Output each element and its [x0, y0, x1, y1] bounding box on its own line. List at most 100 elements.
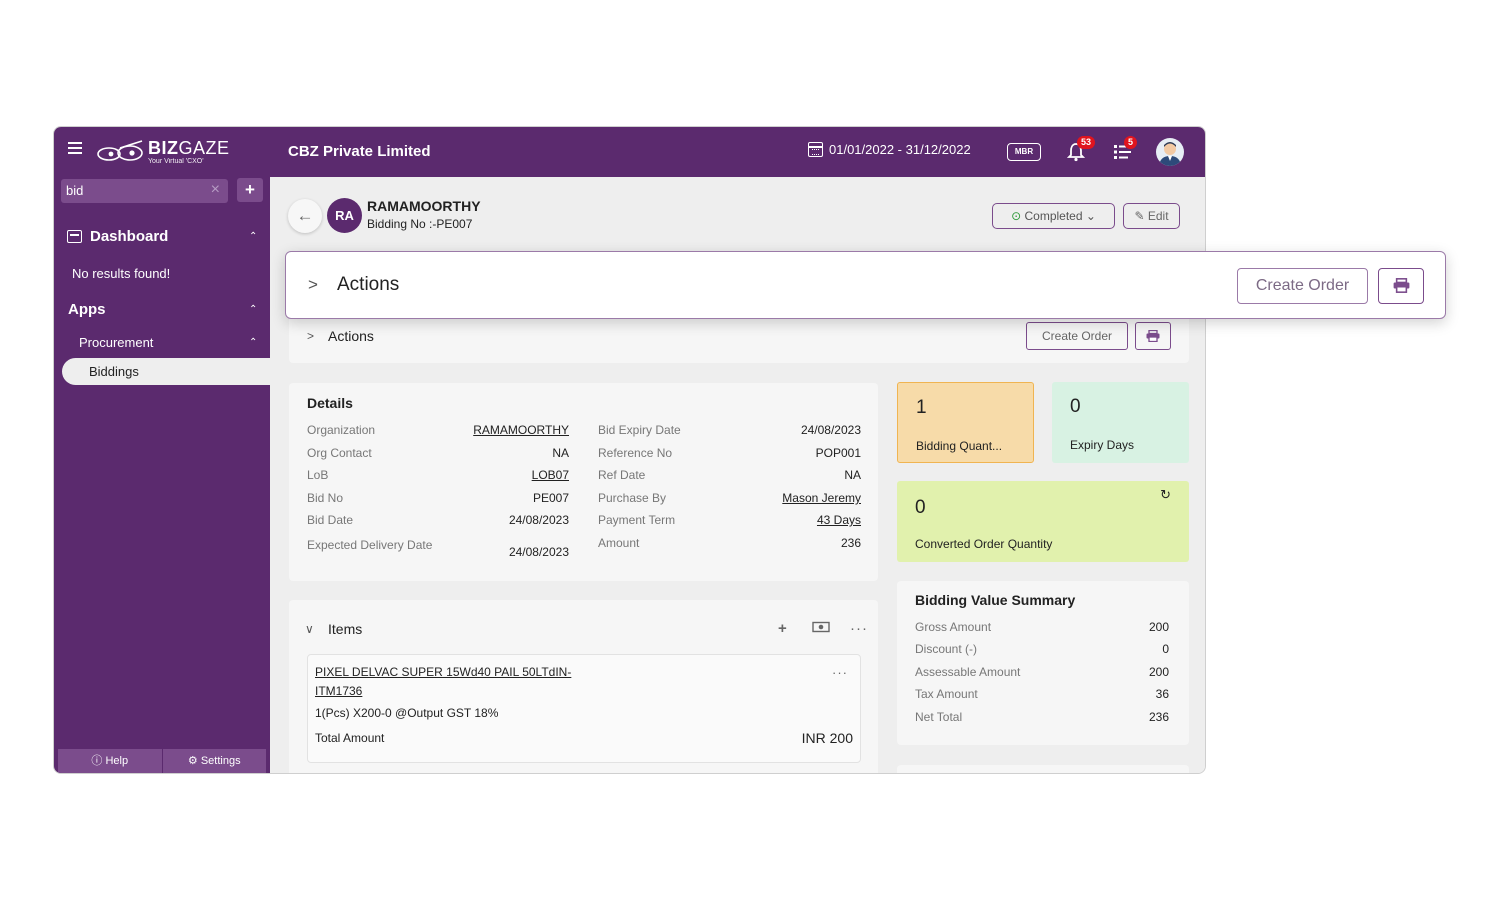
sidebar-item-apps[interactable]: Apps	[68, 301, 106, 318]
user-avatar-icon	[1159, 142, 1181, 166]
purchase-by-link[interactable]: Mason Jeremy	[782, 491, 861, 505]
create-order-button[interactable]: Create Order	[1237, 268, 1368, 304]
history-icon[interactable]: ↻	[1160, 487, 1171, 502]
tasks-badge: 5	[1124, 136, 1138, 149]
logo-eyes-icon	[97, 140, 143, 161]
bidding-number: Bidding No :-PE007	[367, 217, 473, 231]
payment-term-link[interactable]: 43 Days	[816, 513, 861, 527]
item-more-icon[interactable]: ···	[832, 665, 848, 680]
dashboard-icon	[67, 230, 82, 243]
chevron-up-icon[interactable]: ⌃	[249, 231, 258, 242]
bidding-value-summary: Bidding Value Summary Gross Amount 200 Di…	[897, 581, 1189, 745]
menu-icon[interactable]	[68, 142, 82, 156]
calendar-icon	[808, 142, 823, 157]
actions-label: Actions	[337, 274, 400, 295]
summary-value: 36	[1155, 687, 1169, 701]
summary-row: Assessable Amount 200	[915, 665, 1169, 679]
sidebar-footer: ⓘ Help ⚙ Settings	[58, 749, 266, 773]
expiry-days-value: 0	[1070, 396, 1081, 417]
app-window: BIZGAZE Your Virtual 'CXO' CBZ Private L…	[53, 126, 1206, 774]
date-range-picker[interactable]: 01/01/2022 - 31/12/2022	[808, 142, 971, 157]
summary-title: Bidding Value Summary	[915, 592, 1076, 608]
add-item-icon[interactable]: +	[778, 620, 787, 637]
top-bar: BIZGAZE Your Virtual 'CXO' CBZ Private L…	[54, 127, 1205, 177]
chevron-right-icon[interactable]: >	[307, 329, 315, 343]
converted-order-value: 0	[915, 497, 926, 518]
lob-link[interactable]: LOB07	[531, 468, 569, 482]
detail-key: Bid No	[307, 491, 344, 505]
date-range-text: 01/01/2022 - 31/12/2022	[829, 142, 971, 157]
company-name[interactable]: CBZ Private Limited	[288, 143, 431, 160]
detail-key: Purchase By	[598, 491, 667, 505]
actions-section-zoomed[interactable]: > Actions Create Order	[285, 251, 1446, 319]
summary-row: Net Total 236	[915, 710, 1169, 724]
print-button[interactable]	[1135, 322, 1171, 350]
actions-label: Actions	[328, 328, 374, 344]
chevron-right-icon[interactable]: >	[308, 275, 318, 294]
sidebar-search-input[interactable]: bid ×	[61, 179, 228, 203]
bidding-quantity-label: Bidding Quant...	[916, 439, 1003, 453]
detail-value: POP001	[815, 446, 861, 460]
help-button[interactable]: ⓘ Help	[58, 749, 163, 773]
create-order-button[interactable]: Create Order	[1026, 322, 1128, 350]
detail-key: Bid Expiry Date	[598, 423, 681, 437]
expiry-days-card[interactable]: 0 Expiry Days	[1052, 382, 1189, 463]
detail-value: 24/08/2023	[800, 423, 861, 437]
chevron-down-icon[interactable]: ∨	[305, 622, 314, 636]
help-icon: ⓘ	[91, 755, 106, 767]
chevron-up-icon[interactable]: ⌃	[249, 304, 258, 315]
sidebar-item-procurement[interactable]: Procurement	[79, 335, 154, 350]
summary-value: 200	[1148, 620, 1169, 634]
detail-value: 236	[840, 536, 861, 550]
status-dropdown[interactable]: ⊙ Completed ⌄	[992, 203, 1115, 229]
summary-row: Gross Amount 200	[915, 620, 1169, 634]
converted-order-card[interactable]: 0 Converted Order Quantity ↻	[897, 481, 1189, 562]
summary-row: Discount (-) 0	[915, 642, 1169, 656]
back-arrow-icon[interactable]: ←	[288, 199, 322, 233]
user-avatar[interactable]	[1156, 138, 1184, 166]
summary-value: 200	[1148, 665, 1169, 679]
chevron-up-icon[interactable]: ⌃	[249, 337, 258, 348]
summary-key: Tax Amount	[915, 687, 978, 701]
check-circle-icon: ⊙	[1011, 209, 1022, 223]
item-quantity-line: 1(Pcs) X200-0 @Output GST 18%	[315, 706, 499, 720]
detail-key: Ref Date	[598, 468, 646, 482]
status-label: Completed	[1024, 209, 1083, 223]
sidebar-item-biddings[interactable]: Biddings	[62, 358, 270, 385]
detail-key: Expected Delivery Date	[307, 538, 433, 552]
more-options-icon[interactable]: ···	[850, 620, 868, 637]
sidebar-item-dashboard[interactable]: Dashboard	[67, 228, 168, 245]
items-label: Items	[328, 621, 363, 637]
edit-button[interactable]: ✎ Edit	[1123, 203, 1180, 229]
settings-button[interactable]: ⚙ Settings	[162, 749, 266, 773]
record-name: RAMAMOORTHY	[367, 198, 481, 214]
help-label: Help	[105, 755, 129, 767]
sidebar: bid × + Dashboard ⌃ No results found! Ap…	[54, 177, 270, 773]
no-results-text: No results found!	[72, 266, 171, 281]
organization-link[interactable]: RAMAMOORTHY	[473, 423, 569, 437]
bidding-quantity-value: 1	[916, 397, 927, 418]
detail-key: Amount	[598, 536, 640, 550]
bizgaze-logo[interactable]: BIZGAZE Your Virtual 'CXO'	[96, 136, 230, 168]
logo-tagline: Your Virtual 'CXO'	[148, 158, 204, 165]
actions-section[interactable]: > Actions Create Order	[289, 314, 1189, 363]
detail-key: Payment Term	[598, 513, 676, 527]
detail-key: Organization	[307, 423, 376, 437]
chevron-down-icon: ⌄	[1085, 209, 1096, 223]
item-total-label: Total Amount	[315, 731, 385, 745]
summary-key: Net Total	[915, 710, 963, 724]
item-total-value: INR 200	[801, 730, 853, 746]
cash-icon[interactable]	[812, 620, 830, 637]
list-item[interactable]: PIXEL DELVAC SUPER 15Wd40 PAIL 50LTdIN-I…	[307, 654, 861, 763]
summary-value: 236	[1148, 710, 1169, 724]
add-button[interactable]: +	[237, 178, 263, 202]
record-initials-avatar: RA	[327, 198, 362, 233]
print-button[interactable]	[1378, 268, 1424, 304]
clear-search-icon[interactable]: ×	[210, 181, 220, 198]
item-title-link[interactable]: PIXEL DELVAC SUPER 15Wd40 PAIL 50LTdIN-I…	[315, 665, 572, 698]
notifications-badge: 53	[1077, 136, 1096, 149]
printer-icon	[1146, 329, 1160, 342]
detail-value: PE007	[532, 491, 569, 505]
mbr-button[interactable]: MBR	[1007, 143, 1041, 161]
bidding-quantity-card[interactable]: 1 Bidding Quant...	[897, 382, 1034, 463]
